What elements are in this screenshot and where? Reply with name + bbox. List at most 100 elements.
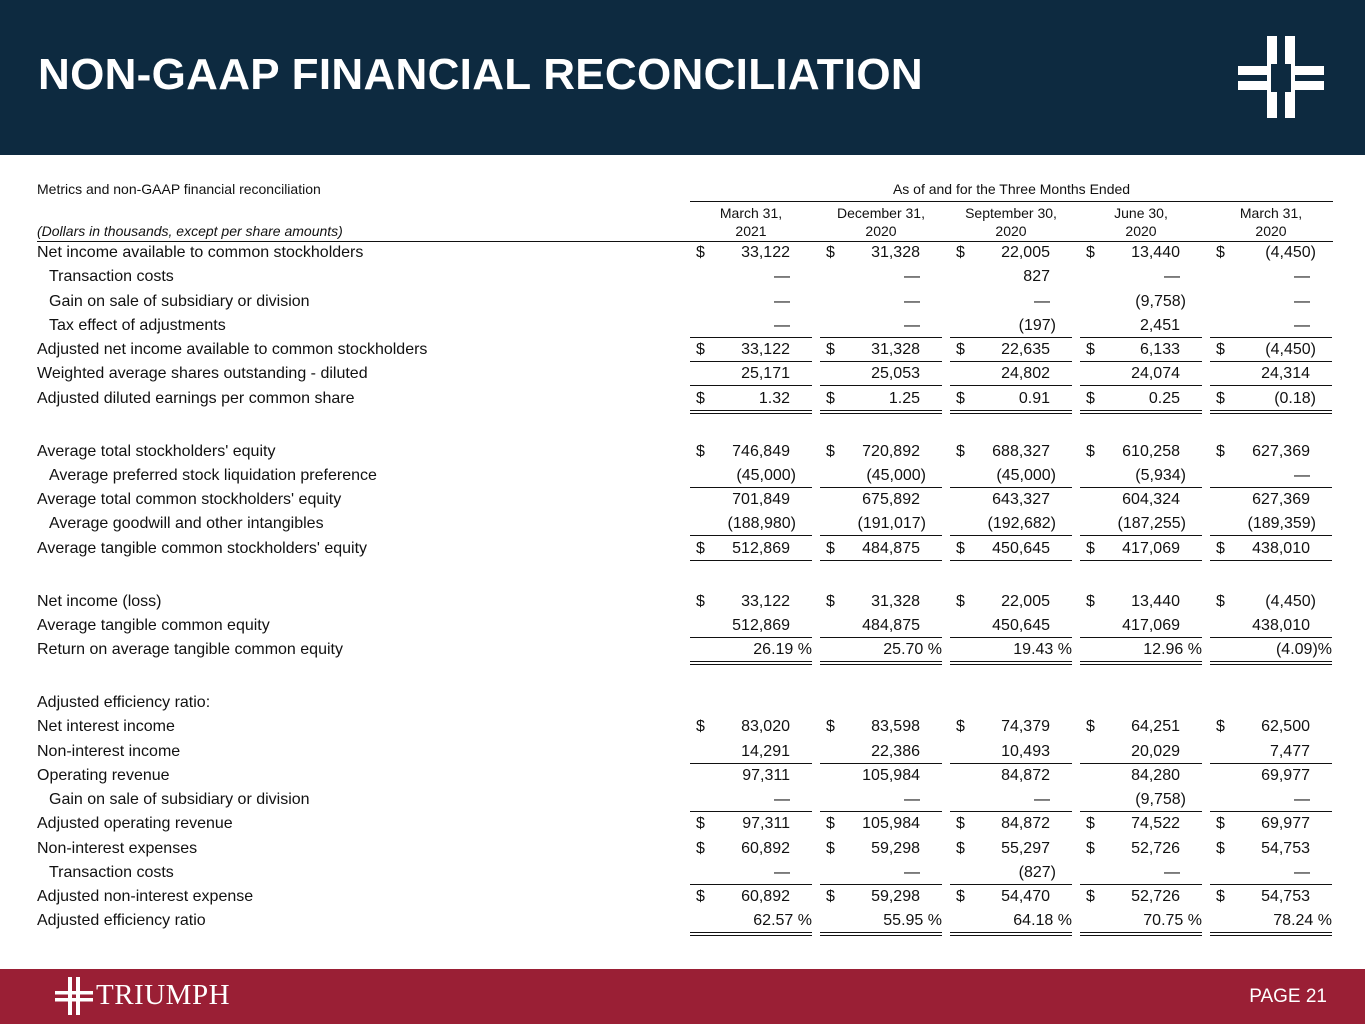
cell-value: (9,758) [1135, 292, 1186, 310]
currency-sign: $ [696, 389, 705, 407]
cell-value: 25,053 [871, 365, 920, 383]
rule [690, 559, 812, 561]
currency-sign: $ [956, 341, 965, 358]
rule [690, 636, 812, 638]
cell-value: — [1294, 791, 1310, 808]
cell-value: 675,892 [862, 491, 920, 508]
cell-value: — [1164, 863, 1180, 881]
rule [1080, 661, 1202, 662]
cell-value: (0.18) [1274, 389, 1316, 407]
column-header: 2021 [735, 223, 767, 239]
page-title: NON-GAAP FINANCIAL RECONCILIATION [38, 50, 924, 99]
cell-value: 10,493 [1001, 742, 1050, 760]
rule [820, 664, 942, 665]
cell-value: 22,005 [1001, 592, 1050, 610]
cell-value: — [904, 268, 920, 286]
cell-value: 78.24 % [1273, 912, 1332, 930]
cell-value: 31,328 [871, 244, 920, 261]
cell-value: — [1034, 292, 1050, 310]
rule [1080, 559, 1202, 561]
row-label: Weighted average shares outstanding - di… [37, 365, 368, 383]
cell-value: 627,369 [1252, 442, 1310, 460]
currency-sign: $ [1216, 389, 1225, 407]
rule [1210, 412, 1332, 414]
rule [690, 661, 812, 662]
currency-sign: $ [1216, 839, 1225, 857]
currency-sign: $ [696, 815, 705, 833]
cell-value: 97,311 [742, 815, 790, 833]
rule [1210, 559, 1332, 561]
currency-sign: $ [956, 888, 965, 905]
cell-value: (827) [1018, 863, 1056, 881]
cell-value: 627,369 [1252, 491, 1310, 508]
currency-sign: $ [956, 592, 965, 610]
rule [820, 883, 942, 885]
cell-value: 54,470 [1001, 888, 1050, 905]
table-caption: Metrics and non-GAAP financial reconcili… [37, 181, 321, 197]
rule [1210, 336, 1332, 338]
rule [1080, 412, 1202, 414]
currency-sign: $ [696, 244, 705, 261]
rule [820, 412, 942, 414]
row-label: Average goodwill and other intangibles [49, 515, 324, 533]
currency-sign: $ [1086, 442, 1095, 460]
cell-value: 417,069 [1122, 616, 1180, 634]
row-label: Adjusted non-interest expense [37, 888, 254, 905]
cell-value: 74,522 [1131, 815, 1180, 833]
rule [820, 361, 942, 362]
column-header: March 31, [1239, 205, 1303, 221]
rule [1210, 811, 1332, 812]
row-label: Gain on sale of subsidiary or division [49, 791, 310, 808]
cell-value: — [904, 863, 920, 881]
cell-value: 60,892 [741, 888, 790, 905]
rule [950, 409, 1072, 411]
rule [37, 241, 1333, 242]
column-header: 2020 [865, 223, 897, 239]
footer-bar: TRIUMPH PAGE 21 [0, 969, 1365, 1024]
cell-value: 22,386 [871, 742, 920, 760]
cell-value: 60,892 [741, 839, 790, 857]
rule [1080, 409, 1202, 411]
rule [950, 811, 1072, 812]
currency-sign: $ [696, 592, 705, 610]
row-label: Transaction costs [49, 863, 174, 881]
cell-value: 52,726 [1131, 888, 1180, 905]
rule [820, 762, 942, 764]
cell-value: — [1164, 268, 1180, 286]
row-label: Average total stockholders' equity [37, 442, 276, 460]
cell-value: 84,280 [1131, 766, 1180, 784]
cell-value: 69,977 [1261, 766, 1310, 784]
currency-sign: $ [956, 442, 965, 460]
row-label: Average tangible common equity [37, 616, 270, 634]
column-header: 2020 [995, 223, 1027, 239]
column-header: 2020 [1255, 223, 1287, 239]
cell-value: 22,005 [1001, 244, 1050, 261]
cell-value: — [904, 292, 920, 310]
cell-value: 14,291 [741, 742, 790, 760]
cell-value: 22,635 [1001, 341, 1050, 358]
cell-value: — [774, 863, 790, 881]
rule [690, 883, 812, 885]
rule [1080, 664, 1202, 665]
rule [820, 636, 942, 638]
cell-value: 24,314 [1261, 365, 1310, 383]
cell-value: 1.32 [758, 389, 790, 407]
cell-value: 20,029 [1131, 742, 1180, 760]
rule [1210, 932, 1332, 934]
cell-value: (192,682) [987, 515, 1057, 533]
cell-value: — [1294, 268, 1310, 286]
currency-sign: $ [1216, 888, 1225, 905]
cell-value: 2,451 [1139, 316, 1180, 334]
currency-sign: $ [696, 341, 705, 358]
cell-value: (188,980) [727, 515, 797, 533]
cell-value: 6,133 [1139, 341, 1180, 358]
cell-value: (9,758) [1135, 791, 1186, 808]
rule [690, 932, 812, 934]
currency-sign: $ [1216, 244, 1225, 261]
row-label: Gain on sale of subsidiary or division [49, 292, 310, 310]
currency-sign: $ [826, 389, 835, 407]
currency-sign: $ [826, 815, 835, 833]
currency-sign: $ [1086, 389, 1095, 407]
cell-value: 105,984 [862, 815, 920, 833]
row-label: Average total common stockholders' equit… [37, 491, 342, 508]
